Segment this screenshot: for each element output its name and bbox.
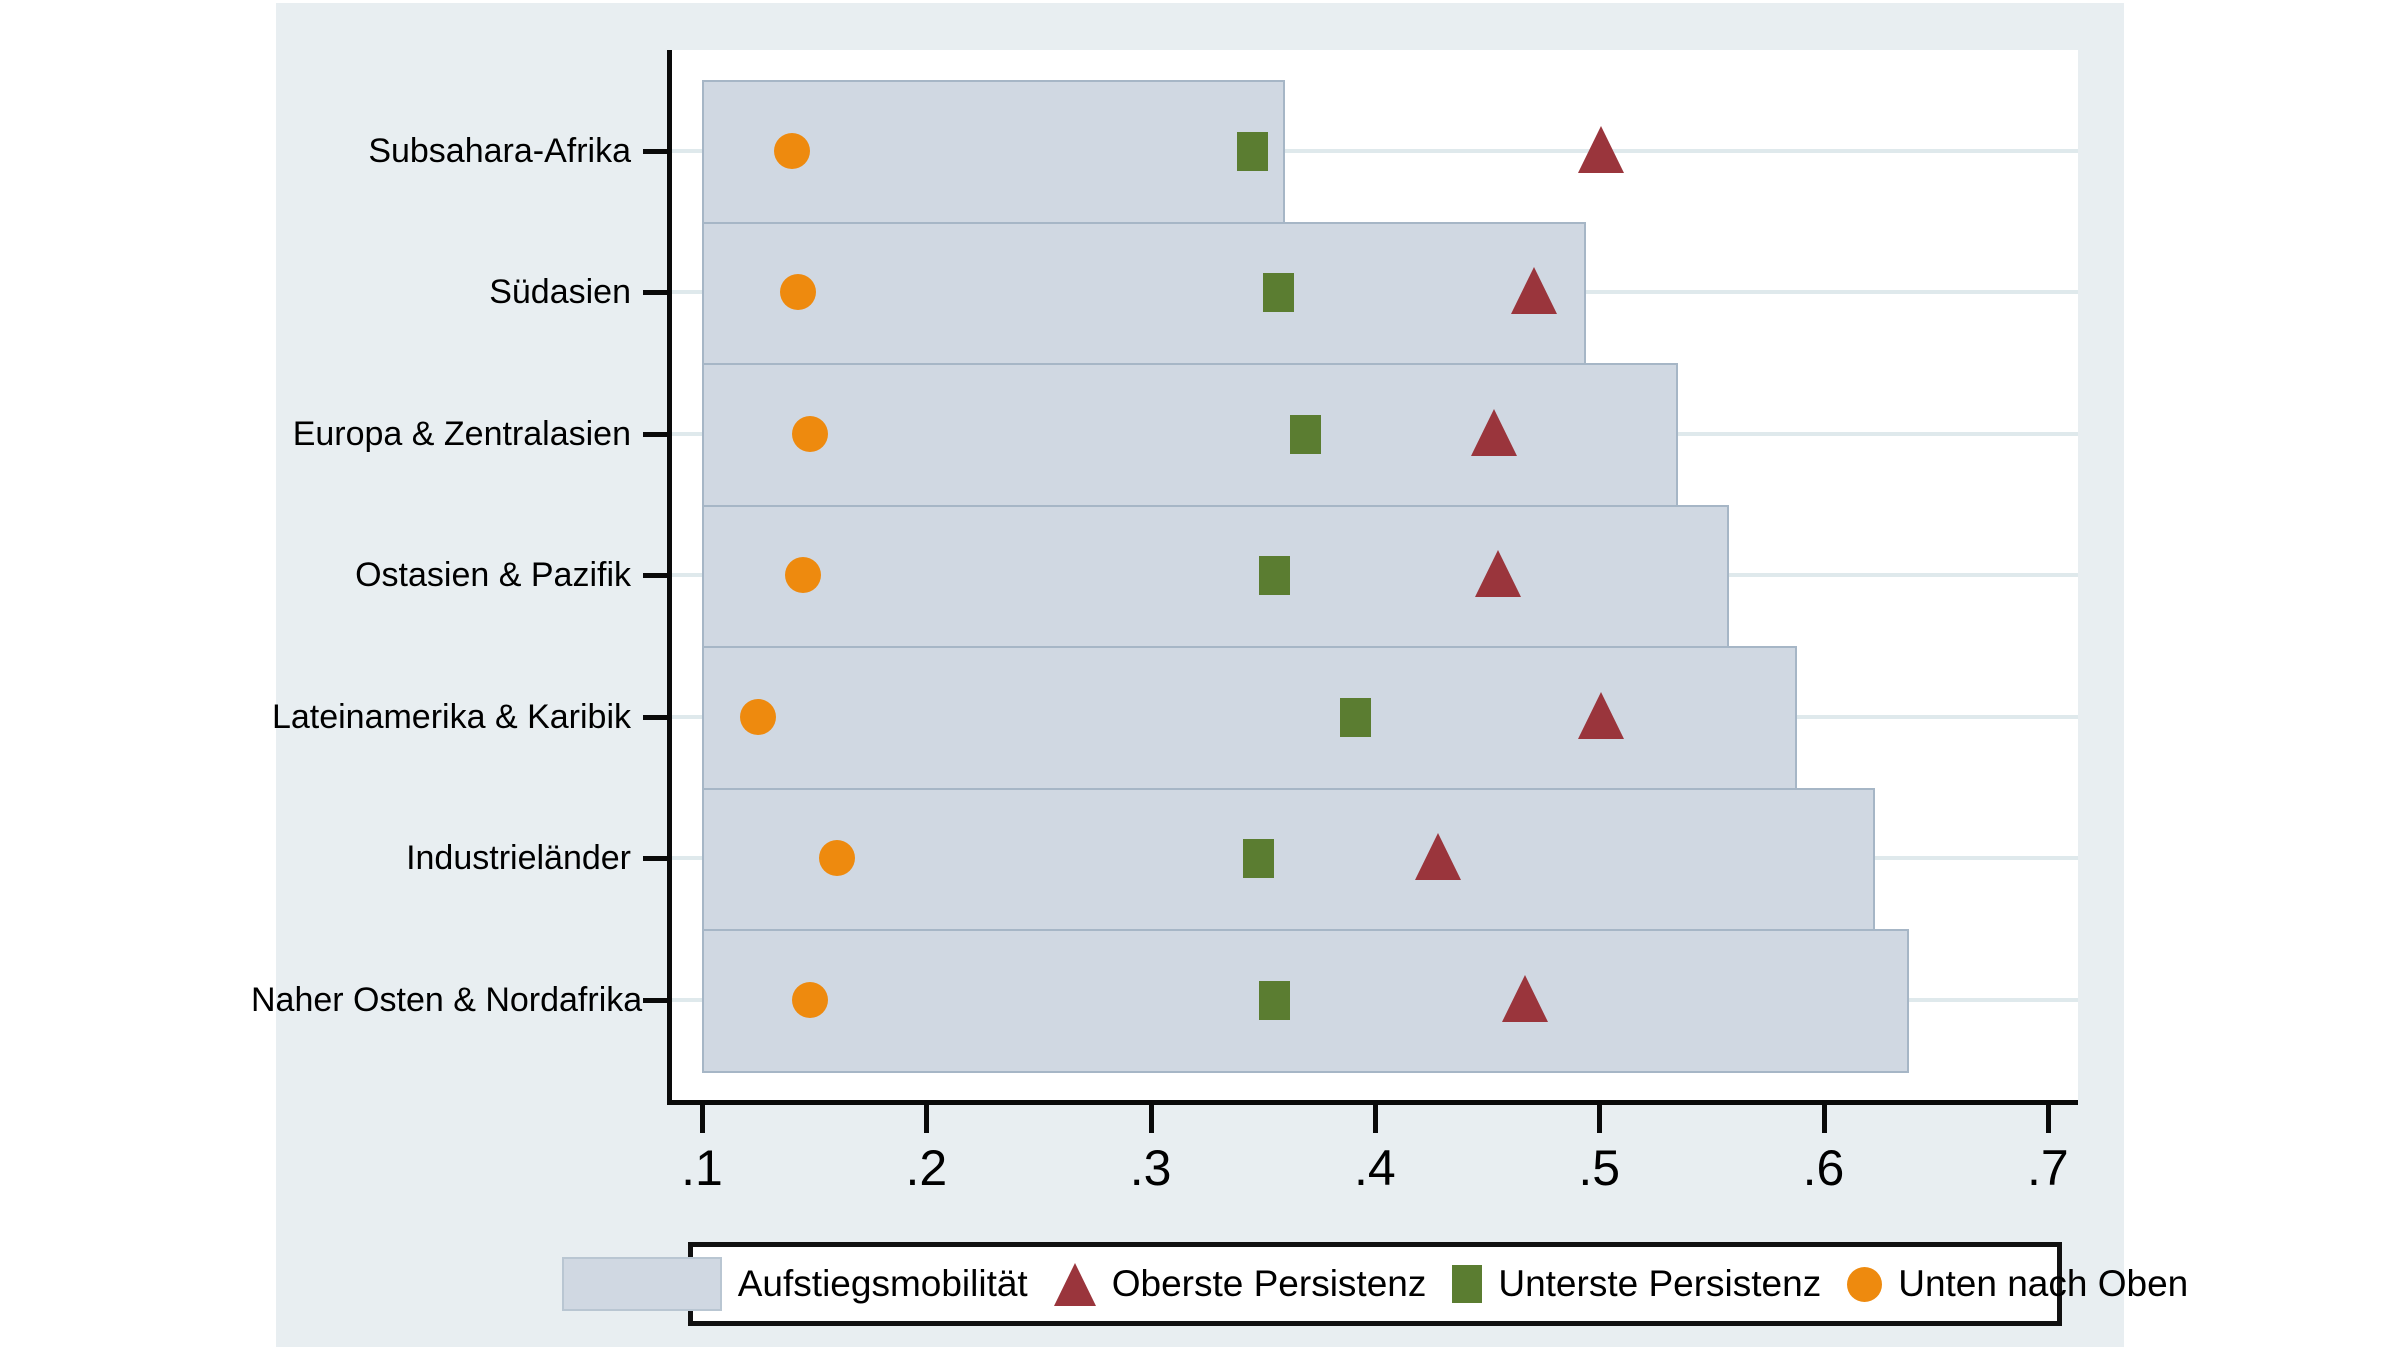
- category-tick: [643, 573, 667, 579]
- x-axis-tick: [1597, 1105, 1603, 1133]
- category-tick: [643, 148, 667, 154]
- bar-aufstiegsmobilitaet: [702, 221, 1586, 365]
- x-axis-tick-label: .7: [2026, 1140, 2069, 1196]
- marker-triangle-icon: [1502, 974, 1549, 1022]
- marker-triangle-icon: [1578, 691, 1625, 739]
- x-axis-tick: [924, 1105, 930, 1133]
- marker-circle-icon: [791, 415, 828, 452]
- chart-figure: Subsahara-Afrika Südasien Europa & Zentral…: [251, 3, 2188, 1347]
- bar-aufstiegsmobilitaet: [702, 787, 1876, 931]
- x-axis-tick-label: .5: [1578, 1140, 1621, 1196]
- legend-item: Unten nach Oben: [1847, 1263, 2188, 1305]
- category-tick: [643, 856, 667, 862]
- marker-circle-icon: [773, 132, 810, 169]
- category-tick: [643, 714, 667, 720]
- marker-square-icon: [1290, 414, 1322, 454]
- bar-aufstiegsmobilitaet: [702, 646, 1797, 790]
- x-axis-tick-label: .3: [1129, 1140, 1172, 1196]
- legend: Aufstiegsmobilität Oberste Persistenz Unte…: [561, 1242, 2188, 1326]
- marker-circle-icon: [791, 981, 828, 1018]
- category-label: Naher Osten & Nordafrika: [251, 980, 643, 1019]
- legend-label: Aufstiegsmobilität: [737, 1263, 1028, 1304]
- category-tick: [643, 431, 667, 437]
- category-label: Südasien: [489, 273, 631, 312]
- marker-triangle-icon: [1475, 550, 1522, 598]
- marker-triangle-icon: [1511, 267, 1558, 315]
- x-axis-tick: [1821, 1105, 1827, 1133]
- legend-label: Unterste Persistenz: [1498, 1263, 1822, 1304]
- marker-square-icon: [1236, 131, 1268, 171]
- legend-item: Oberste Persistenz: [1053, 1262, 1427, 1306]
- category-label: Lateinamerika & Karibik: [271, 697, 631, 736]
- category-tick: [643, 997, 667, 1003]
- bar-aufstiegsmobilitaet: [702, 504, 1730, 648]
- x-axis-line: [667, 1100, 2078, 1105]
- legend-label: Oberste Persistenz: [1111, 1263, 1427, 1304]
- marker-triangle-icon: [1414, 833, 1461, 881]
- legend-item: Unterste Persistenz: [1452, 1263, 1821, 1305]
- category-label: Industrieländer: [406, 839, 631, 878]
- bar-aufstiegsmobilitaet: [702, 363, 1678, 507]
- legend-bar-swatch: [561, 1257, 722, 1311]
- legend-triangle-icon: [1053, 1262, 1096, 1306]
- x-axis-tick-label: .6: [1802, 1140, 1845, 1196]
- x-axis-tick-label: .2: [905, 1140, 948, 1196]
- grid-line: [672, 148, 2078, 153]
- plot-area: [672, 50, 2078, 1100]
- marker-triangle-icon: [1578, 125, 1625, 173]
- category-tick: [643, 290, 667, 296]
- marker-circle-icon: [740, 698, 777, 735]
- marker-square-icon: [1263, 273, 1295, 313]
- marker-square-icon: [1258, 980, 1290, 1020]
- legend-square-icon: [1452, 1265, 1483, 1303]
- bar-aufstiegsmobilitaet: [702, 929, 1909, 1073]
- bar-aufstiegsmobilitaet: [702, 80, 1286, 224]
- category-label: Subsahara-Afrika: [368, 131, 631, 170]
- x-axis-tick-label: .4: [1354, 1140, 1396, 1196]
- marker-triangle-icon: [1470, 408, 1517, 456]
- legend-item: Aufstiegsmobilität: [561, 1257, 1028, 1311]
- x-axis-tick: [1372, 1105, 1378, 1133]
- category-label: Ostasien & Pazifik: [355, 556, 631, 595]
- x-axis-tick-label: .1: [681, 1140, 723, 1196]
- x-axis-tick: [1148, 1105, 1154, 1133]
- legend-circle-icon: [1847, 1266, 1883, 1302]
- x-axis-tick: [2045, 1105, 2051, 1133]
- x-axis-tick: [700, 1105, 705, 1133]
- category-label: Europa & Zentralasien: [292, 414, 631, 453]
- marker-circle-icon: [780, 274, 817, 311]
- marker-circle-icon: [784, 557, 821, 594]
- marker-circle-icon: [818, 840, 855, 877]
- marker-square-icon: [1243, 839, 1275, 879]
- marker-square-icon: [1339, 697, 1371, 737]
- y-axis-line: [667, 50, 672, 1105]
- marker-square-icon: [1258, 556, 1290, 596]
- legend-label: Unten nach Oben: [1898, 1263, 2189, 1304]
